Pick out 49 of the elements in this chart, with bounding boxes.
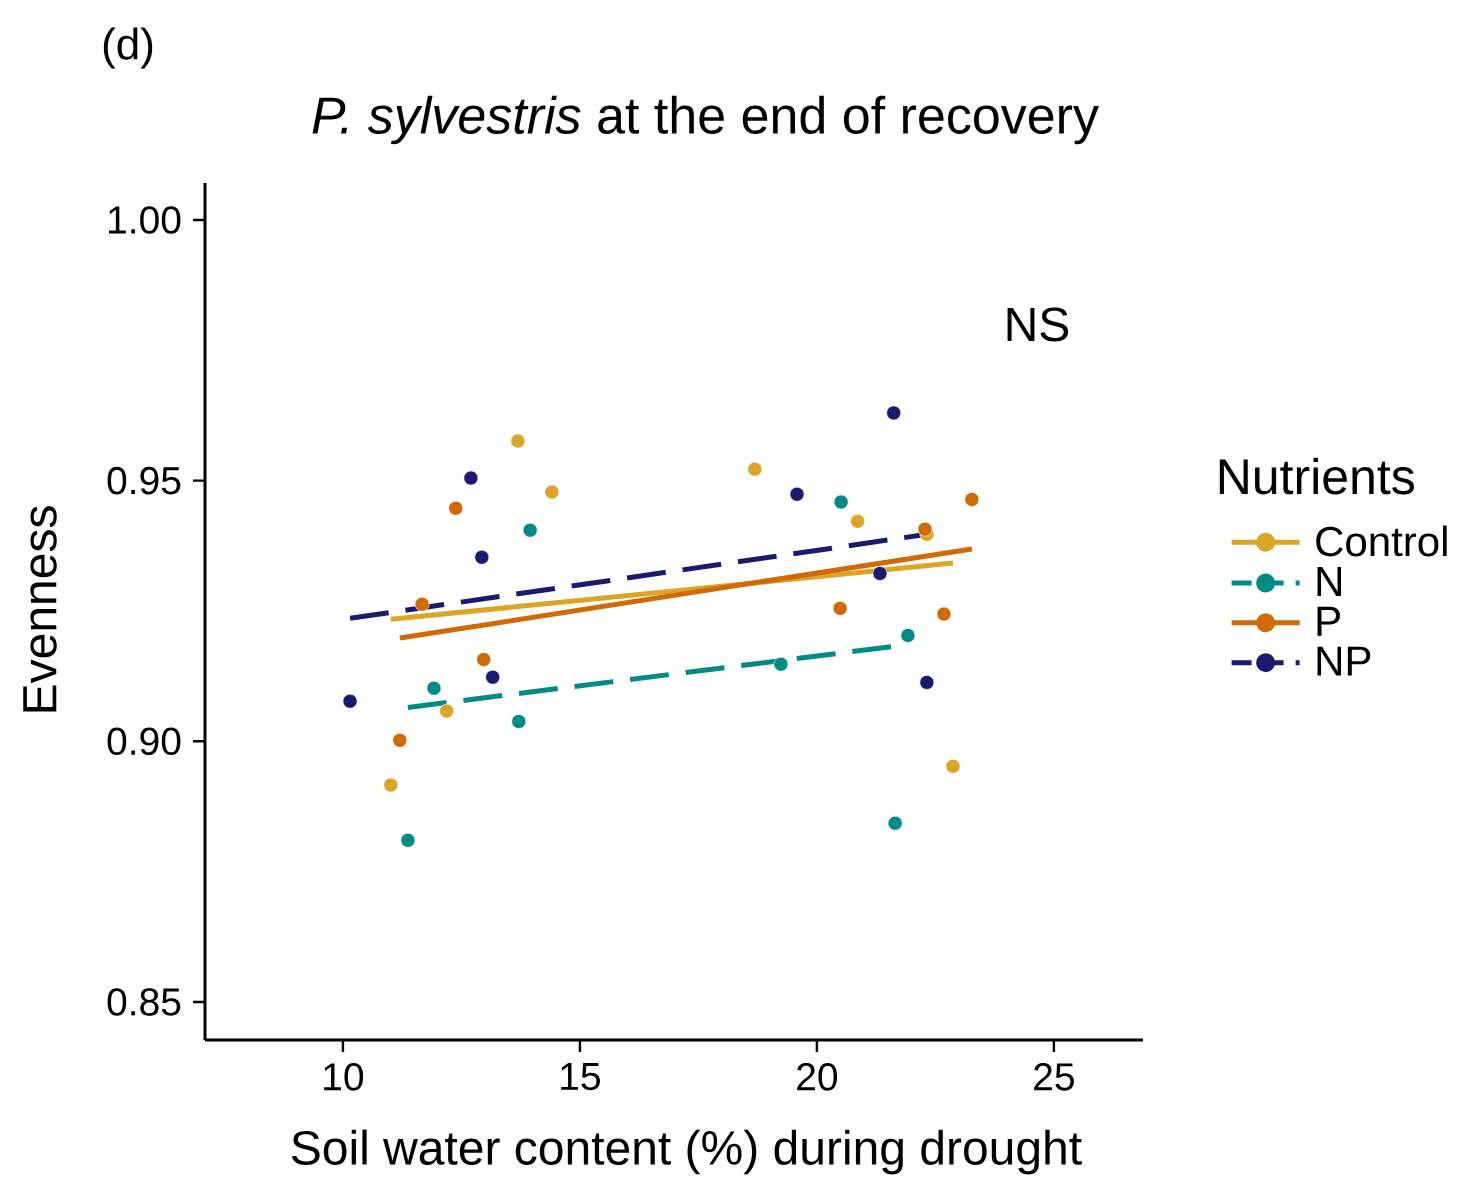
point [400, 833, 416, 848]
point [510, 433, 526, 449]
y-tick-label: 1.00 [109, 206, 181, 234]
y-axis-title: Evenness [23, 506, 57, 712]
legend-title: Nutrients [1219, 457, 1414, 495]
y-tick-label: 0.85 [107, 988, 181, 1016]
text: (d) [103, 27, 153, 69]
y-tick-label: 0.95 [107, 466, 181, 495]
point [789, 486, 805, 502]
point [886, 405, 901, 421]
point [936, 606, 952, 622]
point [887, 815, 903, 831]
point [463, 470, 479, 486]
point [439, 703, 455, 719]
point [383, 777, 399, 793]
point [747, 461, 763, 477]
point [945, 759, 961, 774]
point [511, 714, 527, 729]
point [832, 601, 848, 616]
point [917, 521, 933, 537]
annotation: NS [1007, 307, 1069, 342]
point [833, 494, 849, 510]
point [476, 652, 491, 667]
legend-label: N [1317, 566, 1342, 596]
point [485, 669, 501, 685]
point [448, 500, 464, 516]
point [414, 596, 430, 612]
point [342, 693, 358, 709]
x-tick-label: 15 [561, 1063, 600, 1091]
point [522, 522, 538, 538]
point [474, 549, 490, 565]
x-tick-label: 25 [1034, 1063, 1074, 1091]
point [872, 566, 888, 581]
x-axis-title: Soil water content (%) during drought [291, 1129, 1082, 1175]
x-tick-label: 20 [797, 1063, 838, 1091]
legend-label: NP [1317, 646, 1371, 676]
point [773, 656, 789, 672]
y-tick-label: 0.90 [107, 727, 181, 756]
point [392, 732, 408, 748]
point [919, 675, 935, 690]
point [544, 484, 560, 500]
point [850, 514, 865, 529]
point [426, 680, 442, 696]
point [900, 628, 916, 643]
chart-title: P. sylvestris at the end of recovery [312, 95, 1099, 145]
legend-label: P [1317, 606, 1340, 636]
point [964, 492, 980, 507]
x-tick-label: 10 [324, 1063, 364, 1091]
legend-label: Control [1316, 525, 1447, 557]
